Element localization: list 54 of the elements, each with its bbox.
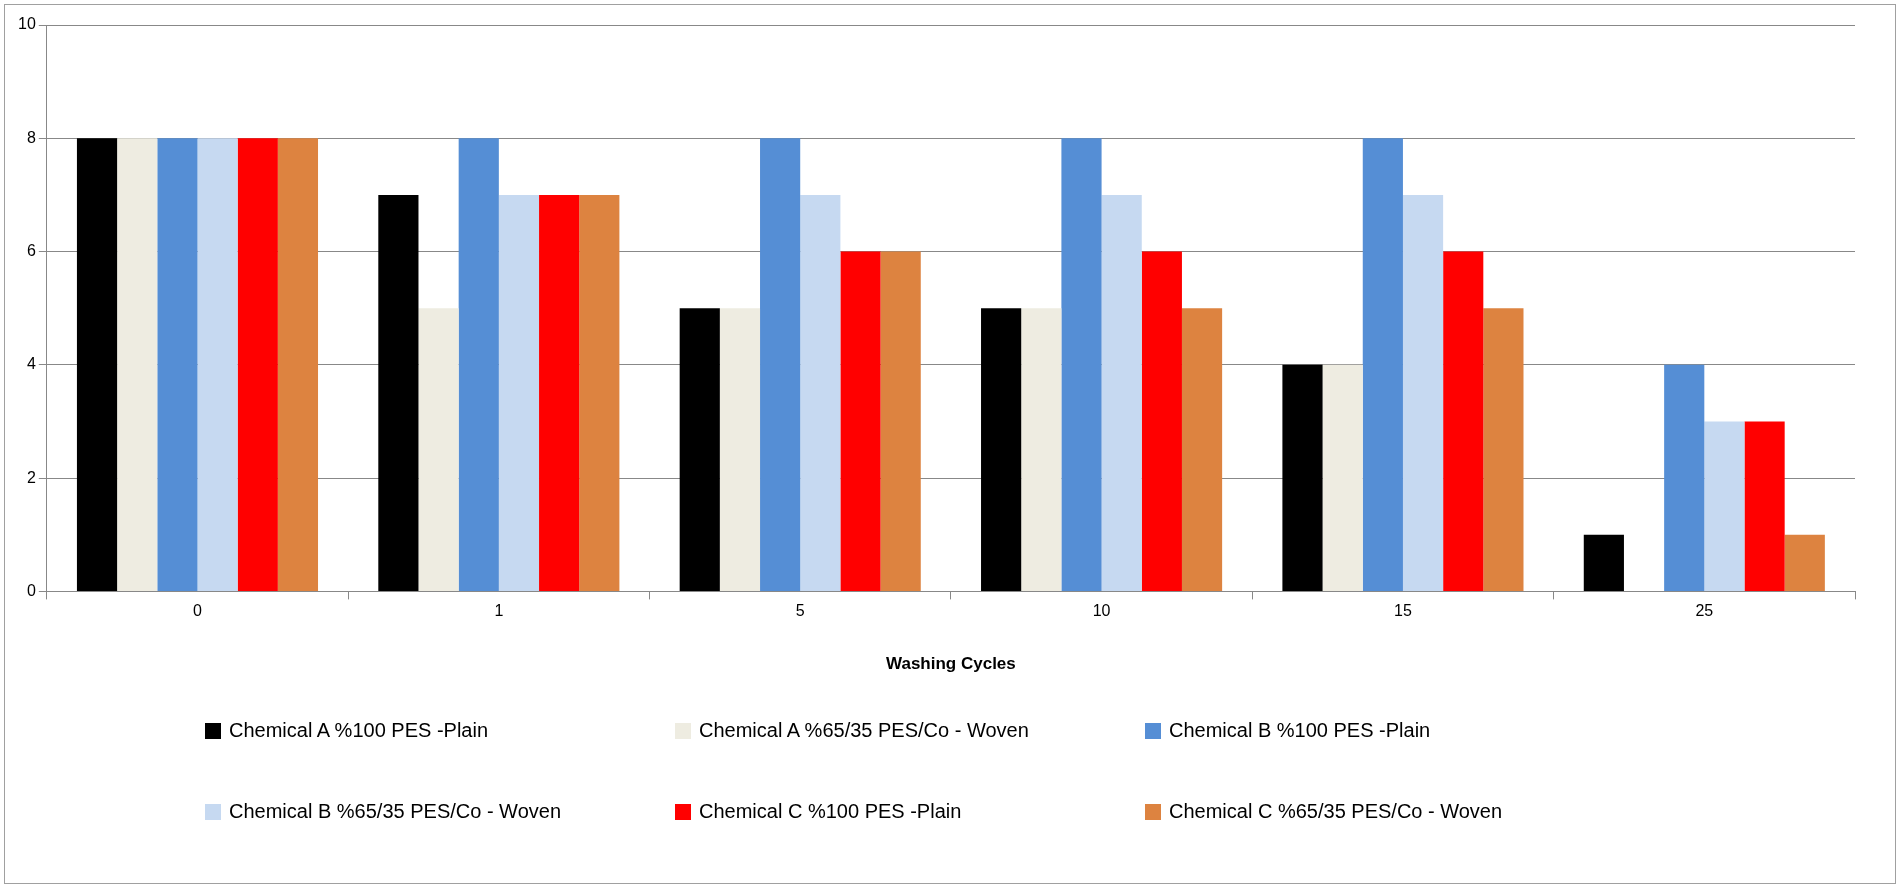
- bar: [1664, 364, 1705, 591]
- bar: [1282, 364, 1323, 591]
- bar: [76, 138, 118, 591]
- bar: [237, 138, 278, 591]
- bar: [840, 251, 881, 591]
- bar: [1322, 364, 1363, 591]
- y-tick-label: 4: [26, 355, 36, 373]
- x-tick-label: 1: [494, 602, 504, 620]
- y-tick-label: 0: [26, 581, 36, 599]
- legend-label: Chemical B %100 PES -Plain: [1169, 719, 1431, 742]
- bar: [1744, 421, 1785, 591]
- legend-label: Chemical B %65/35 PES/Co - Woven: [229, 800, 562, 823]
- bar: [719, 308, 761, 591]
- bar: [579, 194, 620, 591]
- bar: [1402, 194, 1444, 591]
- bar: [418, 308, 459, 591]
- bar: [539, 194, 580, 591]
- x-tick-label: 5: [795, 602, 805, 620]
- bar: [981, 308, 1022, 591]
- bar: [1583, 534, 1624, 591]
- bar: [760, 138, 801, 591]
- bar: [1141, 251, 1182, 591]
- bar: [1443, 251, 1484, 591]
- bar: [1362, 138, 1403, 591]
- bar: [1704, 421, 1745, 591]
- x-tick-label: 25: [1695, 602, 1714, 620]
- bar: [800, 194, 841, 591]
- x-axis-title: Washing Cycles: [886, 654, 1016, 674]
- bar: [1784, 534, 1825, 591]
- y-tick-label: 8: [26, 128, 36, 146]
- bar: [277, 138, 319, 591]
- bar: [458, 138, 499, 591]
- bar: [679, 308, 720, 591]
- bar: [378, 194, 419, 591]
- legend-label: Chemical C %65/35 PES/Co - Woven: [1169, 800, 1503, 823]
- legend-label: Chemical C %100 PES -Plain: [699, 800, 962, 823]
- y-tick-label: 2: [26, 468, 36, 486]
- bar: [1483, 308, 1524, 591]
- x-tick-label: 10: [1092, 602, 1111, 620]
- legend-label: Chemical A %65/35 PES/Co - Woven: [699, 719, 1029, 742]
- bar: [498, 194, 540, 591]
- x-tick-label: 15: [1394, 602, 1412, 620]
- bar: [157, 138, 198, 591]
- bar: [1101, 194, 1142, 591]
- legend-label: Chemical A %100 PES -Plain: [229, 719, 489, 742]
- y-tick-label: 6: [26, 241, 36, 259]
- bar: [1181, 308, 1223, 591]
- bar: [880, 251, 921, 591]
- bar: [1021, 308, 1062, 591]
- bar: [197, 138, 238, 591]
- bar: [117, 138, 158, 591]
- x-tick-label: 0: [193, 602, 203, 620]
- bar: [1061, 138, 1102, 591]
- y-tick-label: 10: [18, 15, 36, 33]
